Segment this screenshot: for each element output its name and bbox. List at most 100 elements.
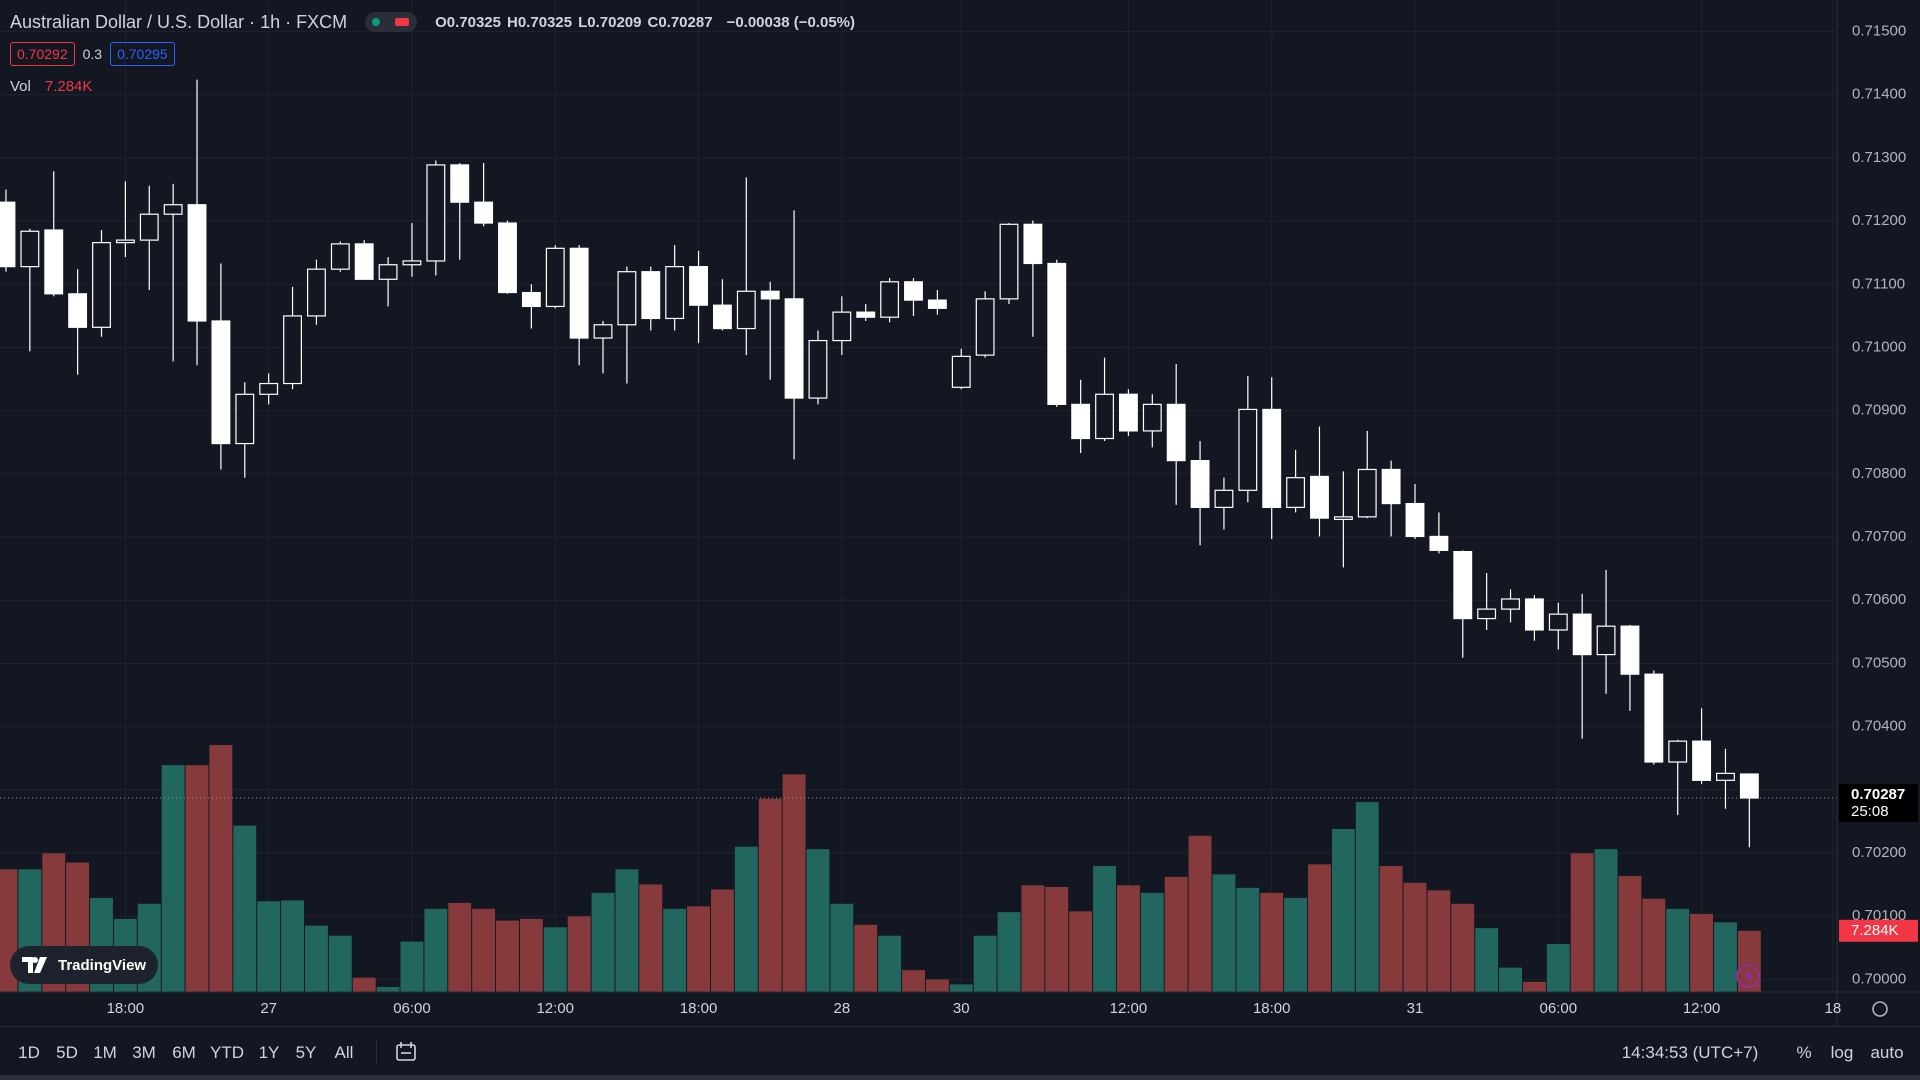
scale-option[interactable]: log <box>1830 1043 1854 1062</box>
volume-bar <box>1236 887 1260 992</box>
candle-body <box>68 293 88 328</box>
candle-body <box>115 239 135 244</box>
volume-bar <box>376 986 400 992</box>
scale-option[interactable]: auto <box>1870 1043 1904 1062</box>
candle-body <box>1572 613 1592 656</box>
volume-bar <box>902 970 925 992</box>
volume-bar <box>1331 829 1355 992</box>
alert-icon <box>1736 964 1760 988</box>
separator <box>376 1039 377 1065</box>
logo-text: TradingView <box>58 956 147 974</box>
candle-body <box>0 201 16 268</box>
volume-bar <box>1212 874 1236 992</box>
price-tag-value: 0.70287 <box>1851 786 1905 803</box>
candle-body <box>1405 502 1425 538</box>
volume-bar <box>878 935 902 992</box>
candle-body <box>545 247 565 308</box>
x-tick-label: 06:00 <box>393 1000 431 1017</box>
candle-body <box>259 382 279 395</box>
volume-bar <box>806 849 830 992</box>
ohlc-key: H <box>507 14 518 31</box>
candle-body <box>92 242 111 328</box>
volume-bar <box>567 916 591 992</box>
candle-body <box>856 311 876 318</box>
volume-bar <box>1666 908 1690 992</box>
bottom-toolbar: 1D 5D 1M 3M 6M YTD 1Y 5Y All 14:34:53 (UTC+7)% log… <box>0 1026 1920 1077</box>
bid[interactable]: 0.70292 <box>10 42 75 66</box>
candle-body <box>1501 598 1520 610</box>
candle-body <box>521 291 541 308</box>
ohlc-value: 0.70325 <box>517 14 573 31</box>
symbol-title[interactable]: Australian Dollar / U.S. Dollar · 1h · F… <box>10 11 348 32</box>
x-tick-label: 18:00 <box>1253 1000 1291 1017</box>
y-tick-label: 0.70000 <box>1852 970 1906 987</box>
x-tick-label: 31 <box>1407 1000 1424 1017</box>
candle-body <box>832 311 852 342</box>
candle-body <box>880 281 900 318</box>
y-tick-label: 0.71400 <box>1852 86 1906 103</box>
volume-bar <box>997 912 1021 992</box>
candle-body <box>306 268 326 317</box>
volume-bar <box>1594 849 1618 992</box>
range-button[interactable]: YTD <box>210 1043 244 1062</box>
market-toggle[interactable] <box>365 12 418 32</box>
x-tick-label: 30 <box>953 1000 970 1017</box>
candle-body <box>1596 625 1616 656</box>
y-tick-label: 0.71000 <box>1852 338 1906 355</box>
date-range-icon[interactable] <box>395 1041 419 1063</box>
ohlc-key: C <box>647 14 659 31</box>
candle-body <box>474 201 494 224</box>
candle-body <box>1071 403 1091 440</box>
range-button[interactable]: 1M <box>93 1043 117 1062</box>
y-tick-label: 0.71100 <box>1852 275 1905 292</box>
candle-body <box>402 260 422 266</box>
ohlc-value: 0.70325 <box>446 14 501 31</box>
scale-option[interactable]: % <box>1796 1043 1812 1062</box>
volume-bar <box>663 908 687 992</box>
candle-body <box>1166 403 1186 462</box>
range-button[interactable]: 5D <box>56 1043 78 1062</box>
candle-body <box>689 266 708 306</box>
volume-bar <box>1618 876 1642 992</box>
volume-bar <box>1355 802 1379 992</box>
volume-bar <box>854 924 878 992</box>
range-button[interactable]: 3M <box>132 1043 156 1062</box>
volume-bar <box>615 869 639 992</box>
volume-bar <box>543 927 567 992</box>
volume-bar <box>758 798 782 992</box>
candle-body <box>1524 598 1544 631</box>
volume-bar <box>209 745 233 992</box>
ask[interactable]: 0.70295 <box>110 42 175 66</box>
x-tick-label: 27 <box>260 1000 277 1017</box>
volume-bar <box>1260 892 1284 992</box>
x-tick-label: 12:00 <box>1110 1000 1148 1017</box>
candle-body <box>593 324 613 339</box>
volume-bar <box>1093 865 1116 992</box>
volume-bar <box>1164 876 1188 992</box>
range-button[interactable]: 1D <box>18 1043 40 1062</box>
volume-bar <box>448 902 472 992</box>
tradingview-logo[interactable]: TradingView <box>10 946 159 984</box>
range-button[interactable]: 1Y <box>258 1043 280 1062</box>
range-button[interactable]: 6M <box>172 1043 196 1062</box>
candle-body <box>1692 740 1712 781</box>
volume-bar <box>1284 897 1308 992</box>
range-button[interactable]: 5Y <box>295 1043 317 1062</box>
ohlc-value: 0.70287 <box>658 14 713 31</box>
candle-body <box>1620 625 1640 675</box>
y-tick-label: 0.71200 <box>1852 212 1906 229</box>
candle-body <box>951 355 971 388</box>
range-button[interactable]: All <box>334 1043 354 1062</box>
volume-bar <box>233 825 257 992</box>
volume-tag <box>1839 919 1918 942</box>
candle-body <box>1716 772 1735 781</box>
candle-body <box>426 164 446 262</box>
volume-bar <box>304 925 328 992</box>
candle-body <box>44 229 64 295</box>
y-tick-label: 0.71500 <box>1852 23 1906 40</box>
candle-body <box>1668 740 1688 763</box>
volume-bar <box>400 941 424 992</box>
candle-body <box>975 298 995 356</box>
volume-legend: Vol 7.284K <box>10 72 855 100</box>
